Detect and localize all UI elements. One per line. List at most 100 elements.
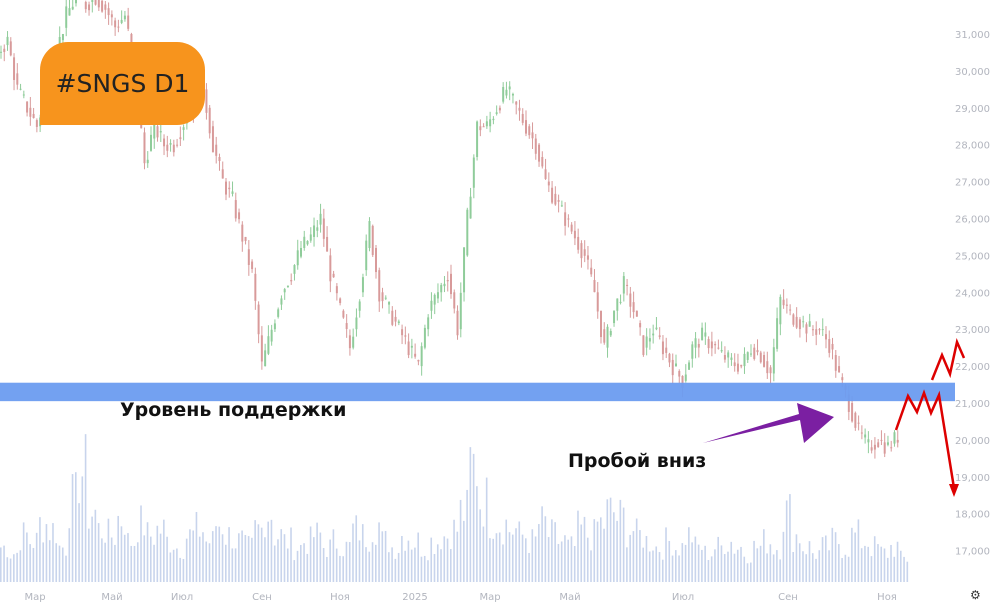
breakout-label: Пробой вниз (568, 450, 707, 472)
volume-bar (3, 545, 5, 582)
candle-body (613, 310, 616, 324)
volume-bar (541, 506, 543, 582)
candle-body (130, 34, 133, 49)
candle-body (763, 355, 766, 367)
candle-body (205, 89, 208, 113)
volume-bar (567, 539, 569, 582)
candle-body (626, 284, 629, 286)
candle-body (498, 107, 501, 111)
candle-body (244, 236, 247, 241)
candle-body (547, 181, 550, 186)
volume-bar (691, 542, 693, 582)
candle-body (146, 159, 149, 164)
candle-body (753, 347, 756, 359)
volume-bar (198, 536, 201, 582)
volume-bar (436, 544, 439, 582)
candle-body (544, 169, 547, 179)
volume-bar (603, 528, 605, 582)
volume-bar (410, 549, 413, 582)
candle-body (319, 213, 322, 225)
volume-bar (101, 538, 103, 582)
candle-body (313, 225, 316, 237)
candle-body (3, 48, 6, 53)
candle-body (290, 280, 293, 282)
volume-bar (446, 538, 449, 582)
volume-bar (423, 555, 426, 582)
volume-bar (583, 516, 586, 582)
volume-bar (32, 547, 35, 582)
volume-bar (639, 530, 641, 582)
volume-bar (593, 519, 596, 582)
candle-body (495, 112, 498, 114)
candle-body (756, 350, 759, 353)
candle-body (423, 327, 426, 348)
candle-body (648, 338, 651, 342)
candle-body (785, 304, 788, 306)
candle-body (593, 280, 596, 293)
candle-body (254, 273, 257, 301)
volume-bar (332, 529, 335, 582)
volume-bar (29, 544, 31, 582)
volume-bar (107, 518, 110, 582)
candle-body (443, 283, 446, 287)
volume-bar (769, 544, 772, 582)
volume-bar (417, 532, 419, 582)
candle-body (671, 359, 674, 376)
volume-bar (358, 540, 361, 582)
settings-icon[interactable]: ⚙ (970, 588, 981, 602)
candle-body (208, 107, 211, 134)
volume-bar (873, 536, 876, 582)
volume-bar (668, 540, 671, 582)
volume-bar (828, 550, 830, 582)
candle-body (296, 250, 299, 266)
volume-bar (551, 519, 553, 582)
volume-bar (472, 453, 475, 582)
candle-body (29, 107, 32, 117)
volume-bar (19, 550, 22, 582)
y-tick-label: 24,000 (955, 288, 990, 299)
volume-bar (290, 527, 292, 582)
candle-body (306, 240, 309, 245)
volume-bar (746, 563, 749, 582)
candle-body (733, 362, 736, 367)
volume-bar (893, 556, 896, 582)
candle-body (88, 4, 91, 11)
volume-bar (215, 526, 217, 582)
candle-body (645, 336, 648, 348)
candle-body (280, 298, 283, 305)
volume-bar (466, 489, 468, 582)
candle-body (381, 292, 384, 302)
candle-body (560, 205, 563, 207)
candle-body (286, 285, 289, 287)
candle-body (867, 439, 870, 443)
candle-body (264, 350, 267, 367)
volume-bar (818, 550, 821, 582)
candle-body (629, 293, 632, 307)
volume-bar (378, 522, 380, 582)
candle-body (472, 157, 475, 188)
candle-body (805, 324, 808, 334)
candle-body (225, 181, 227, 195)
volume-bar (420, 556, 423, 582)
candle-body (580, 243, 583, 259)
candle-body (873, 444, 876, 450)
volume-bar (619, 499, 622, 582)
candle-body (322, 218, 325, 239)
volume-bar (753, 540, 755, 582)
candle-body (847, 394, 850, 412)
volume-bar (195, 511, 198, 582)
candle-body (675, 363, 677, 367)
volume-bar (811, 553, 814, 582)
volume-bar (440, 549, 442, 582)
candle-body (456, 310, 459, 336)
volume-bar (326, 556, 328, 582)
volume-bar (153, 544, 155, 582)
candle-body (811, 329, 814, 331)
volume-bar (502, 544, 504, 582)
volume-bar (150, 536, 152, 582)
candle-body (857, 422, 860, 424)
candle-body (890, 447, 893, 449)
volume-bar (433, 553, 436, 582)
candle-body (163, 138, 166, 147)
